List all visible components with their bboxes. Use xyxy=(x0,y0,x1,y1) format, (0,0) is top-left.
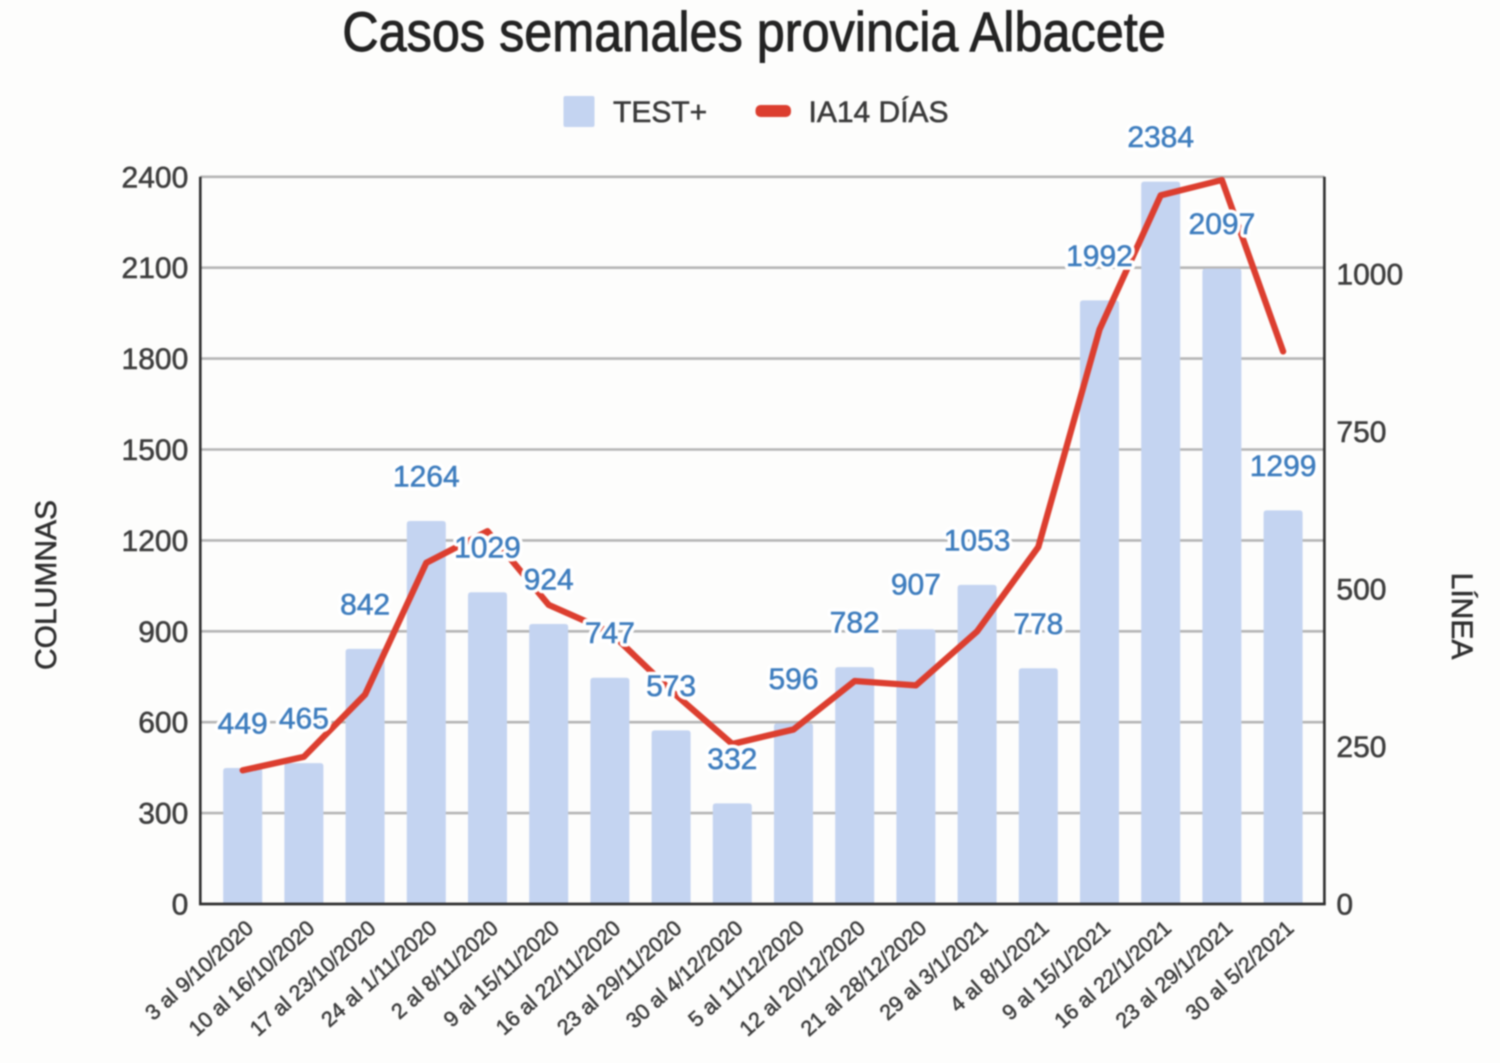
svg-text:1299: 1299 xyxy=(1250,450,1317,483)
svg-text:0: 0 xyxy=(1336,889,1353,922)
svg-text:465: 465 xyxy=(279,703,329,736)
svg-text:924: 924 xyxy=(524,564,574,597)
svg-text:907: 907 xyxy=(891,569,941,602)
svg-text:573: 573 xyxy=(646,670,696,703)
svg-text:900: 900 xyxy=(138,616,188,649)
svg-text:924: 924 xyxy=(524,564,574,597)
svg-text:747: 747 xyxy=(585,617,635,650)
svg-text:COLUMNAS: COLUMNAS xyxy=(30,500,63,670)
svg-text:500: 500 xyxy=(1336,574,1386,607)
svg-text:449: 449 xyxy=(218,708,268,741)
svg-text:2097: 2097 xyxy=(1189,208,1256,241)
svg-text:1264: 1264 xyxy=(393,461,460,494)
svg-text:782: 782 xyxy=(830,607,880,640)
svg-text:842: 842 xyxy=(340,588,390,621)
svg-text:332: 332 xyxy=(707,743,757,776)
svg-text:TEST+: TEST+ xyxy=(613,96,707,129)
svg-text:1264: 1264 xyxy=(393,461,460,494)
svg-text:300: 300 xyxy=(138,798,188,831)
svg-text:573: 573 xyxy=(646,670,696,703)
svg-text:750: 750 xyxy=(1336,416,1386,449)
svg-text:778: 778 xyxy=(1013,608,1063,641)
svg-text:1800: 1800 xyxy=(122,343,189,376)
svg-text:747: 747 xyxy=(585,617,635,650)
svg-text:2384: 2384 xyxy=(1127,121,1194,154)
svg-text:600: 600 xyxy=(138,707,188,740)
svg-text:782: 782 xyxy=(830,607,880,640)
svg-text:2400: 2400 xyxy=(122,161,189,194)
svg-text:0: 0 xyxy=(172,889,189,922)
svg-text:449: 449 xyxy=(218,708,268,741)
svg-text:1992: 1992 xyxy=(1066,240,1133,273)
svg-text:465: 465 xyxy=(279,703,329,736)
svg-text:IA14 DÍAS: IA14 DÍAS xyxy=(809,96,949,129)
svg-text:1053: 1053 xyxy=(944,524,1011,557)
svg-text:1500: 1500 xyxy=(122,434,189,467)
svg-text:Casos semanales provincia Alba: Casos semanales provincia Albacete xyxy=(342,2,1166,64)
svg-text:1000: 1000 xyxy=(1336,259,1403,292)
svg-text:2100: 2100 xyxy=(122,252,189,285)
svg-text:2384: 2384 xyxy=(1127,121,1194,154)
svg-text:1200: 1200 xyxy=(122,525,189,558)
svg-text:LÍNEA: LÍNEA xyxy=(1445,573,1478,660)
svg-text:778: 778 xyxy=(1013,608,1063,641)
svg-text:1053: 1053 xyxy=(944,524,1011,557)
svg-text:1029: 1029 xyxy=(454,532,521,565)
svg-text:332: 332 xyxy=(707,743,757,776)
svg-text:1029: 1029 xyxy=(454,532,521,565)
svg-text:842: 842 xyxy=(340,588,390,621)
svg-text:596: 596 xyxy=(768,663,818,696)
svg-text:1299: 1299 xyxy=(1250,450,1317,483)
svg-text:907: 907 xyxy=(891,569,941,602)
svg-text:596: 596 xyxy=(768,663,818,696)
svg-text:2097: 2097 xyxy=(1189,208,1256,241)
svg-text:1992: 1992 xyxy=(1066,240,1133,273)
svg-text:250: 250 xyxy=(1336,731,1386,764)
